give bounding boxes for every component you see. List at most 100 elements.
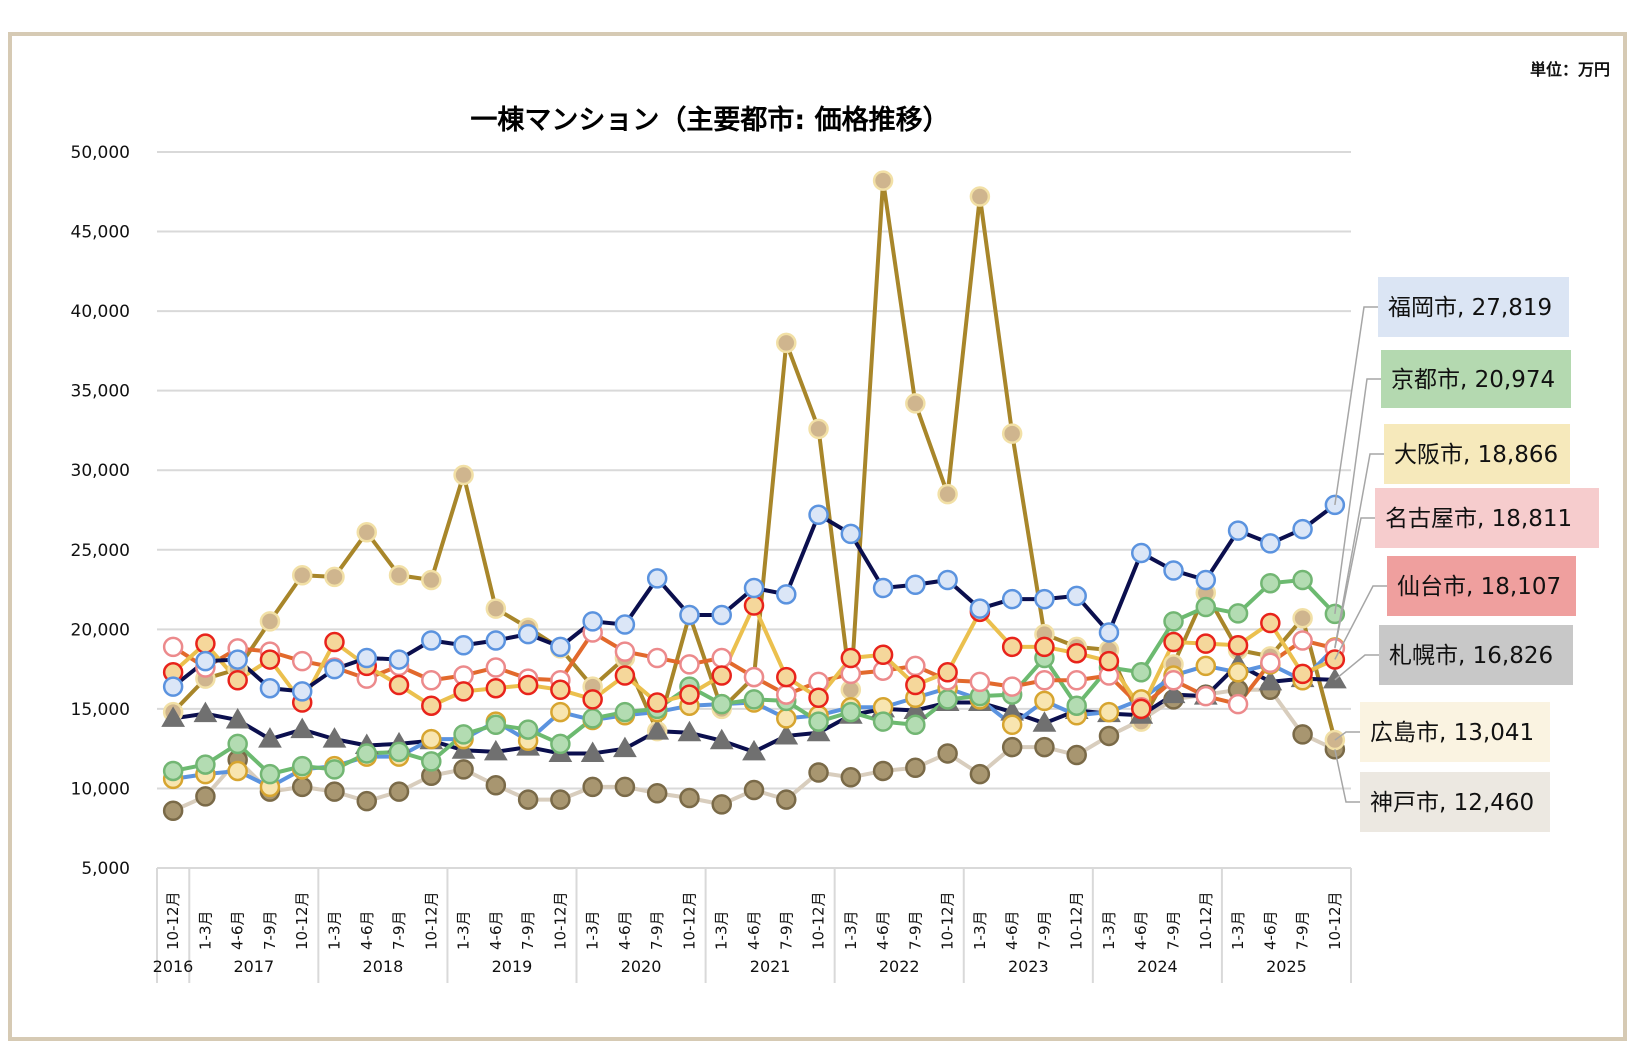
x-tick-label: 10-12月 [422,891,440,950]
data-point [937,662,958,683]
data-point [840,523,862,545]
data-point [711,647,732,669]
x-tick-label: 1-3月 [196,911,214,951]
data-point [162,636,184,658]
data-point [1163,631,1184,653]
data-point [550,701,571,723]
data-point-triangle [161,706,186,727]
x-tick-label: 10-12月 [293,891,311,950]
data-point [614,776,636,798]
data-point [324,759,345,780]
x-tick-label: 10-12月 [1326,891,1344,950]
data-point [550,636,571,658]
y-tick-label: 10,000 [71,779,130,799]
data-point [324,658,345,680]
data-point [1292,607,1313,629]
x-tick-label: 7-9月 [519,911,537,951]
data-point [421,751,442,772]
data-point [1066,744,1087,766]
unit-label: 単位：万円 [1529,60,1610,79]
data-point [905,757,926,779]
x-tick-label: 10-12月 [1068,891,1086,950]
data-point [421,569,442,591]
data-point [1260,612,1281,634]
data-point [905,655,926,677]
data-point [162,800,184,821]
data-point [517,789,539,810]
y-tick-label: 30,000 [71,461,130,481]
data-point [485,657,507,678]
x-year-label: 2016 [153,957,194,976]
data-point [195,633,216,654]
data-point [1260,572,1281,594]
x-tick-label: 1-3月 [1100,911,1118,951]
data-point [1292,724,1313,745]
chart-title: 一棟マンション（主要都市: 価格推移） [470,105,950,136]
data-point [1227,634,1249,656]
x-tick-label: 7-9月 [1035,911,1053,951]
data-point-triangle [322,727,347,748]
data-point [808,504,829,526]
x-tick-label: 1-3月 [455,911,473,951]
y-tick-label: 25,000 [71,541,130,561]
data-point [1130,698,1152,720]
data-point [388,741,410,763]
data-point [227,760,248,782]
data-point-triangle [1258,669,1283,691]
data-point [1066,669,1087,691]
x-tick-label: 10-12月 [1197,891,1215,950]
data-point [1001,636,1023,658]
end-label-text: 札幌市, 16,826 [1389,643,1553,669]
data-point [1130,542,1152,564]
x-tick-label: 4-6月 [745,911,763,951]
end-label-box [1387,556,1576,616]
data-point [1098,650,1120,672]
series-lines [171,178,1337,813]
data-point [840,701,862,723]
data-point [905,574,926,596]
end-label-box [1384,424,1570,484]
data-point [582,611,603,632]
label-leaders [1334,306,1387,803]
gridlines [157,151,1351,790]
data-point-triangle [258,727,282,748]
data-point [517,623,539,645]
x-year-label: 2024 [1137,957,1178,976]
label-leader-line [1334,731,1360,741]
data-point [1163,611,1184,632]
data-point [227,649,248,670]
x-tick-label: 1-3月 [971,911,989,951]
data-point [1098,701,1120,723]
data-point [1034,669,1055,691]
x-tick-label: 7-9月 [648,911,666,951]
data-point [324,631,345,653]
data-point [1195,596,1217,618]
label-leader-line [1334,453,1384,648]
x-tick-label: 10-12月 [939,891,957,950]
data-point [356,647,378,669]
data-point-triangle [1032,711,1057,732]
data-point [485,775,507,796]
data-point [517,674,539,696]
data-point [872,577,894,599]
data-point [937,483,958,505]
data-point [1163,669,1184,691]
data-point [1227,693,1249,715]
data-point [1034,636,1055,658]
data-point [324,566,345,588]
data-point-triangle [193,701,218,723]
data-point [743,689,765,710]
data-point [937,569,958,591]
data-point [743,666,765,688]
label-leader-line [1334,517,1375,649]
data-point [1034,736,1055,758]
y-tick-label: 15,000 [71,700,130,720]
data-point [711,604,732,626]
data-point [485,598,507,619]
data-point [1195,685,1217,707]
data-point [1001,588,1023,610]
data-point [1292,518,1313,540]
x-tick-label: 4-6月 [1132,911,1150,951]
data-point [162,676,184,697]
x-year-label: 2023 [1008,957,1049,976]
